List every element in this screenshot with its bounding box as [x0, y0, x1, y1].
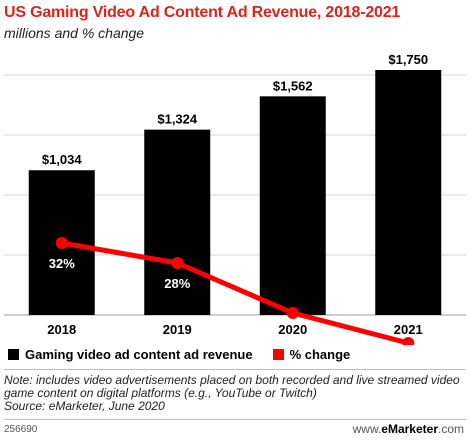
brand-prefix: www. — [352, 422, 382, 436]
chart-id: 256690 — [4, 424, 38, 435]
bar — [144, 129, 211, 315]
line-point — [55, 237, 68, 249]
chart-subtitle: millions and % change — [4, 25, 145, 41]
x-tick-label: 2021 — [394, 322, 423, 337]
bar-value-label: $1,562 — [273, 78, 313, 93]
footer-rule — [4, 419, 466, 420]
legend-item-change: % change — [272, 346, 351, 362]
bar-value-label: $1,324 — [157, 112, 198, 127]
line-path — [61, 240, 409, 345]
bar-value-label: $1,034 — [42, 152, 83, 167]
legend-label-revenue: Gaming video ad content ad revenue — [25, 346, 253, 362]
line-point — [286, 307, 299, 319]
line-series: 32%28%18%12% — [49, 237, 415, 345]
chart-title: US Gaming Video Ad Content Ad Revenue, 2… — [4, 4, 401, 21]
legend-label-change: % change — [289, 346, 351, 362]
source-text: Source: eMarketer, June 2020 — [4, 399, 165, 413]
line-value-label: 32% — [49, 256, 75, 271]
brand-logo[interactable]: www.eMarketer.com — [353, 422, 464, 436]
bar-value-labels: $1,034 $1,324 $1,562 $1,750 — [42, 52, 428, 167]
note-text: Note: includes video advertisements plac… — [4, 373, 460, 400]
line-point — [402, 337, 415, 345]
bar-series — [28, 70, 442, 315]
line-value-label: 28% — [164, 276, 190, 291]
x-tick-label: 2020 — [278, 322, 307, 337]
line-point — [171, 257, 184, 269]
chart-plot: $1,034$1,324$1,562$1,750 32%28%18%12% 20… — [4, 52, 466, 345]
divider-rule — [4, 369, 466, 370]
legend: Gaming video ad content ad revenue % cha… — [8, 345, 350, 363]
legend-item-revenue: Gaming video ad content ad revenue — [8, 347, 253, 362]
bar — [259, 96, 326, 315]
x-tick-label: 2018 — [47, 322, 76, 337]
x-tick-label: 2019 — [163, 322, 192, 337]
x-axis-ticks: 2018 2019 2020 2021 — [47, 322, 422, 337]
bar-value-label: $1,750 — [388, 52, 428, 67]
brand-suffix: .com — [437, 422, 464, 436]
line-value-label: 18% — [280, 326, 306, 341]
footnote: Note: includes video advertisements plac… — [4, 374, 466, 413]
bar — [375, 70, 442, 315]
legend-swatch-revenue — [8, 348, 19, 360]
brand-name: eMarketer — [381, 422, 438, 436]
legend-swatch-change — [272, 348, 284, 360]
